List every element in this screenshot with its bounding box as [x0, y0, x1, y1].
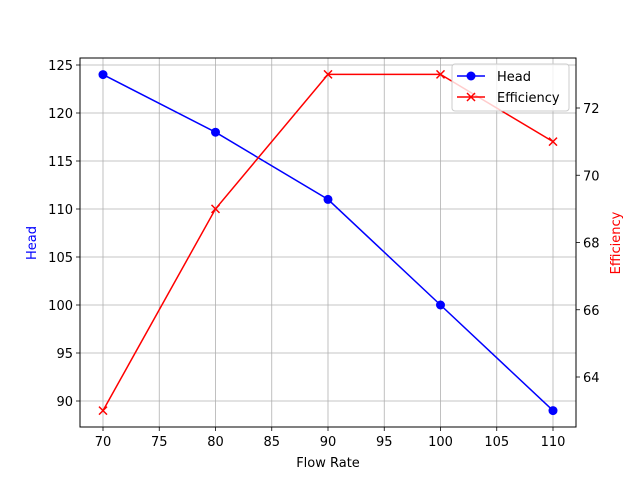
x-tick-label: 110 — [541, 435, 566, 450]
circle-marker-icon — [436, 300, 445, 310]
y-tick-label: 105 — [48, 251, 73, 266]
x-axis-ticks: 70 75 80 85 90 95 100 105 110 — [95, 427, 566, 450]
right-y-tick-label: 64 — [583, 371, 600, 386]
legend: Head Efficiency — [451, 63, 570, 112]
x-tick-label: 105 — [484, 435, 509, 450]
right-y-tick-label: 68 — [583, 237, 600, 252]
left-y-axis-label: Head — [25, 226, 40, 260]
y-tick-label: 115 — [48, 155, 73, 170]
x-tick-label: 90 — [320, 435, 337, 450]
right-y-axis-ticks: 64 66 68 70 72 — [576, 102, 600, 386]
right-y-tick-label: 72 — [583, 102, 600, 117]
circle-marker-icon — [211, 127, 220, 137]
x-marker-icon — [435, 69, 446, 79]
y-tick-label: 100 — [48, 299, 73, 314]
legend-item-head: Head — [457, 70, 531, 85]
x-tick-label: 75 — [151, 435, 168, 450]
circle-marker-icon — [98, 70, 108, 80]
right-y-tick-label: 66 — [583, 304, 600, 319]
right-y-tick-label: 70 — [583, 169, 600, 184]
legend-label-head: Head — [497, 70, 531, 85]
circle-marker-icon — [466, 71, 476, 81]
legend-item-efficiency: Efficiency — [457, 91, 560, 106]
x-tick-label: 70 — [95, 435, 112, 450]
x-tick-label: 85 — [263, 435, 280, 450]
circle-marker-icon — [548, 406, 558, 416]
y-tick-label: 95 — [56, 347, 73, 362]
x-tick-label: 100 — [428, 435, 453, 450]
y-tick-label: 120 — [48, 107, 73, 122]
x-marker-icon — [98, 406, 108, 416]
circle-marker-icon — [323, 194, 333, 204]
x-marker-icon — [548, 137, 558, 147]
x-axis-label: Flow Rate — [296, 456, 360, 471]
y-tick-label: 110 — [48, 203, 73, 218]
x-marker-icon — [323, 69, 333, 79]
right-y-axis-label: Efficiency — [609, 211, 624, 274]
y-tick-label: 125 — [48, 59, 73, 74]
x-tick-label: 80 — [207, 435, 224, 450]
grid-lines — [80, 58, 576, 427]
legend-label-efficiency: Efficiency — [497, 91, 560, 106]
x-marker-icon — [466, 92, 476, 102]
left-y-axis-ticks: 90 95 100 105 110 115 120 125 — [48, 59, 80, 410]
x-tick-label: 95 — [376, 435, 393, 450]
x-marker-icon — [210, 204, 221, 214]
y-tick-label: 90 — [56, 395, 73, 410]
